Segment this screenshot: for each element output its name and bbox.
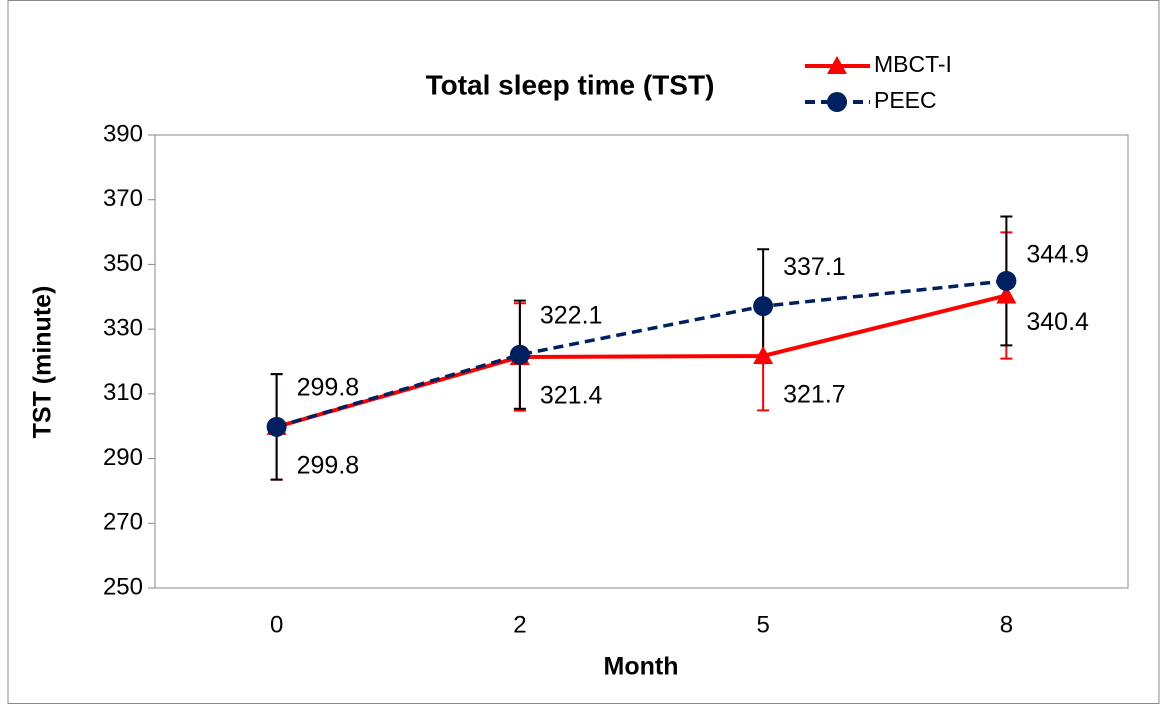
legend-label: PEEC	[874, 87, 937, 113]
x-axis-label: Month	[604, 653, 679, 681]
marker	[509, 344, 530, 365]
legend-marker	[827, 56, 847, 74]
legend-label: MBCT-I	[874, 51, 952, 77]
y-tick-label: 270	[103, 509, 143, 536]
marker	[996, 270, 1017, 291]
marker	[753, 296, 774, 317]
data-label: 340.4	[1026, 308, 1089, 336]
y-tick-label: 310	[103, 379, 143, 406]
data-label: 322.1	[540, 301, 603, 329]
y-tick-label: 390	[103, 120, 143, 147]
y-tick-label: 330	[103, 314, 143, 341]
data-label: 337.1	[783, 253, 846, 281]
x-tick-label: 8	[1000, 611, 1013, 638]
series-line	[276, 293, 1007, 429]
data-label: 321.4	[540, 382, 603, 410]
x-tick-label: 2	[513, 611, 526, 638]
marker	[266, 416, 287, 437]
data-label: 321.7	[783, 381, 846, 409]
data-label: 299.8	[297, 451, 360, 479]
y-axis-label: TST (minute)	[29, 286, 57, 439]
marker	[996, 285, 1017, 304]
legend-marker	[827, 92, 847, 112]
plot-area	[154, 134, 1129, 589]
y-tick-label: 370	[103, 185, 143, 212]
x-tick-label: 5	[756, 611, 769, 638]
chart-border	[7, 0, 1160, 704]
data-label: 344.9	[1026, 241, 1089, 269]
y-tick-label: 250	[103, 573, 143, 600]
y-tick-label: 350	[103, 250, 143, 277]
y-tick-label: 290	[103, 444, 143, 471]
series-line	[276, 279, 1007, 429]
marker	[753, 345, 774, 364]
chart-title: Total sleep time (TST)	[426, 69, 715, 100]
data-label: 299.8	[297, 373, 360, 401]
x-tick-label: 0	[270, 611, 283, 638]
